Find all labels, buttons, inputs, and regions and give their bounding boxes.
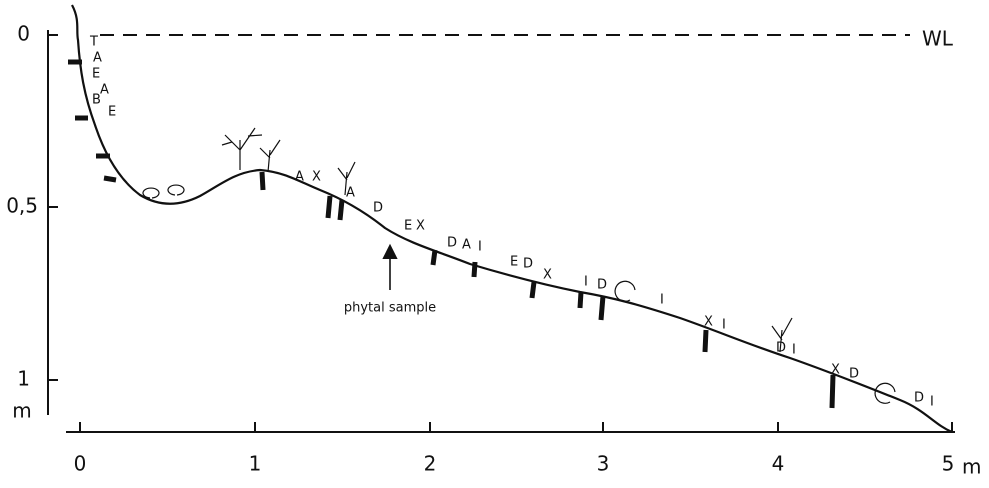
profile-label: I — [478, 240, 482, 255]
profile-label: A — [346, 186, 355, 201]
profile-label: E — [92, 67, 100, 82]
profile-label: E — [404, 219, 412, 234]
profile-label: I — [722, 318, 726, 333]
arrow-head — [382, 243, 398, 259]
annotation: phytal sample — [344, 301, 436, 316]
x-tick-label: 1 — [249, 452, 262, 476]
profile-label: D — [914, 391, 924, 406]
bottom-profile — [71, 4, 953, 434]
profile-label: I — [930, 395, 934, 410]
profile-label: D — [849, 367, 859, 382]
x-tick-label: 3 — [597, 452, 610, 476]
plants — [142, 127, 896, 404]
profile-label: I — [584, 275, 588, 290]
axis-ticks — [48, 34, 953, 432]
x-tick-label: 0 — [74, 452, 87, 476]
profile-label: A — [462, 238, 471, 253]
x-unit: m — [962, 455, 981, 479]
y-tick-label: 1 — [17, 367, 30, 391]
profile-label: A — [93, 51, 102, 66]
profile-label: E — [108, 105, 116, 120]
profile-label: E — [510, 255, 518, 270]
profile-label: T — [89, 35, 98, 50]
profile-label: B — [92, 93, 101, 108]
rock-marks — [68, 59, 836, 409]
profile-label: D — [776, 341, 786, 356]
y-tick-label: 0,5 — [6, 194, 38, 218]
x-tick-label: 2 — [424, 452, 437, 476]
y-unit: m — [12, 399, 31, 423]
x-tick-label: 4 — [772, 452, 785, 476]
profile-label: I — [792, 343, 796, 358]
profile-label: A — [295, 170, 304, 185]
y-tick-label: 0 — [17, 22, 30, 46]
profile-label: X — [704, 315, 713, 330]
profile-label: X — [312, 170, 321, 185]
profile-label: I — [660, 293, 664, 308]
profile-label: D — [597, 278, 607, 293]
water-level-label: WL — [922, 27, 954, 51]
profile-label: A — [100, 83, 109, 98]
profile-label: D — [523, 257, 533, 272]
profile-label: X — [416, 219, 425, 234]
profile-label: D — [373, 201, 383, 216]
profile-label: D — [447, 236, 457, 251]
x-tick-label: 5 — [942, 452, 955, 476]
profile-label: X — [543, 268, 552, 283]
profile-label: X — [831, 363, 840, 378]
